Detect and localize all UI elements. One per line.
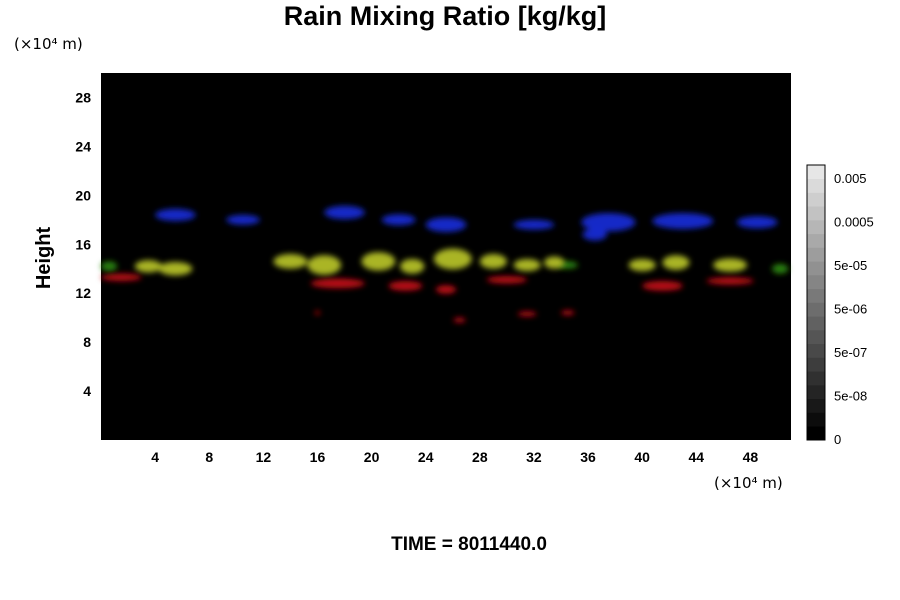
field-patch-yellow-1: [158, 262, 193, 276]
y-axis-label: Height: [33, 227, 55, 290]
field-patch-red-6: [706, 277, 754, 285]
colorbar-level-6: [807, 343, 825, 358]
colorbar-label-3: 5e-06: [834, 302, 867, 317]
x-tick-20: 20: [364, 449, 380, 465]
time-label: TIME = 8011440.0: [391, 534, 547, 555]
colorbar: 0.005 0.0005 5e-05 5e-06 5e-07 5e-08 0: [806, 164, 874, 447]
y-unit-label: (×10⁴ m): [14, 35, 83, 53]
colorbar-label-2: 5e-05: [834, 258, 867, 273]
field-patch-yellow-11: [662, 255, 690, 270]
colorbar-label-4: 5e-07: [834, 345, 867, 360]
field-patch-red-2: [388, 280, 423, 291]
field-patch-blue-9: [736, 216, 778, 229]
field-patch-red-1: [310, 278, 365, 289]
y-tick-24: 24: [75, 138, 91, 154]
field-patch-yellow-6: [433, 248, 472, 270]
field-patch-red-5: [642, 280, 683, 291]
colorbar-level-5: [807, 357, 825, 372]
colorbar-frame: [806, 164, 826, 441]
field-patch-red-0: [101, 273, 142, 281]
y-tick-4: 4: [83, 383, 91, 399]
colorbar-level-19: [807, 165, 825, 180]
colorbar-level-12: [807, 261, 825, 276]
field-patch-blue-0: [155, 208, 196, 222]
y-tick-20: 20: [75, 187, 91, 203]
x-tick-12: 12: [256, 449, 272, 465]
field-patch-yellow-0: [134, 260, 162, 273]
field-band-blue: [155, 205, 778, 241]
x-tick-48: 48: [743, 449, 759, 465]
field-patch-red-7: [453, 317, 466, 323]
colorbar-label-0: 0.005: [834, 171, 867, 186]
colorbar-level-15: [807, 220, 825, 235]
x-tick-8: 8: [205, 449, 213, 465]
x-tick-36: 36: [580, 449, 596, 465]
x-tick-24: 24: [418, 449, 434, 465]
field-patch-blue-6: [581, 213, 636, 232]
field-patch-blue-7: [582, 228, 608, 241]
colorbar-level-2: [807, 398, 825, 413]
field-patch-blue-8: [652, 213, 714, 229]
x-tick-32: 32: [526, 449, 542, 465]
field-patch-yellow-7: [479, 254, 507, 269]
field-band-yellow: [134, 248, 748, 276]
colorbar-label-6: 0: [834, 432, 841, 447]
y-tick-28: 28: [75, 89, 91, 105]
field-layer: [101, 205, 789, 323]
colorbar-label-5: 5e-08: [834, 389, 867, 404]
field-patch-red-10: [314, 310, 321, 315]
field-patch-yellow-2: [273, 254, 308, 269]
field-band-red: [101, 273, 754, 323]
chart-title: Rain Mixing Ratio [kg/kg]: [284, 1, 607, 31]
field-patch-green-1: [772, 263, 789, 274]
colorbar-level-9: [807, 302, 825, 317]
x-tick-44: 44: [689, 449, 705, 465]
x-tick-16: 16: [310, 449, 326, 465]
field-patch-yellow-10: [628, 258, 656, 272]
field-patch-yellow-5: [400, 258, 425, 274]
x-tick-28: 28: [472, 449, 488, 465]
y-tick-12: 12: [75, 285, 91, 301]
colorbar-level-8: [807, 316, 825, 331]
x-tick-labels: 4 8 12 16 20 24 28 32 36 40 44 48: [151, 449, 758, 465]
colorbar-level-17: [807, 192, 825, 207]
field-patch-red-3: [435, 285, 457, 294]
field-patch-blue-3: [381, 214, 416, 226]
colorbar-level-4: [807, 371, 825, 386]
field-patch-blue-4: [425, 217, 467, 233]
field-patch-yellow-4: [361, 252, 396, 271]
colorbar-level-7: [807, 330, 825, 345]
colorbar-level-14: [807, 233, 825, 248]
x-tick-40: 40: [634, 449, 650, 465]
colorbar-level-1: [807, 412, 825, 427]
colorbar-level-0: [807, 426, 825, 441]
y-tick-8: 8: [83, 334, 91, 350]
field-patch-red-4: [486, 276, 528, 284]
x-unit-label: (×10⁴ m): [714, 474, 783, 492]
field-patch-yellow-12: [713, 258, 748, 272]
field-patch-red-8: [517, 311, 537, 317]
y-tick-labels: 4 8 12 16 20 24 28: [75, 89, 91, 399]
colorbar-level-16: [807, 206, 825, 221]
y-tick-16: 16: [75, 236, 91, 252]
colorbar-level-10: [807, 288, 825, 303]
field-patch-yellow-3: [307, 255, 342, 275]
field-patch-yellow-9: [544, 256, 565, 269]
colorbar-level-11: [807, 275, 825, 290]
field-patch-green-0: [101, 261, 118, 272]
colorbar-level-13: [807, 247, 825, 262]
colorbar-label-1: 0.0005: [834, 215, 874, 230]
field-patch-blue-5: [513, 219, 555, 230]
field-patch-yellow-8: [513, 258, 541, 272]
colorbar-level-18: [807, 178, 825, 193]
field-patch-red-9: [561, 310, 575, 316]
field-patch-blue-1: [226, 214, 260, 225]
field-band-green: [101, 261, 789, 274]
x-tick-4: 4: [151, 449, 159, 465]
colorbar-level-3: [807, 385, 825, 400]
field-patch-blue-2: [324, 205, 365, 220]
